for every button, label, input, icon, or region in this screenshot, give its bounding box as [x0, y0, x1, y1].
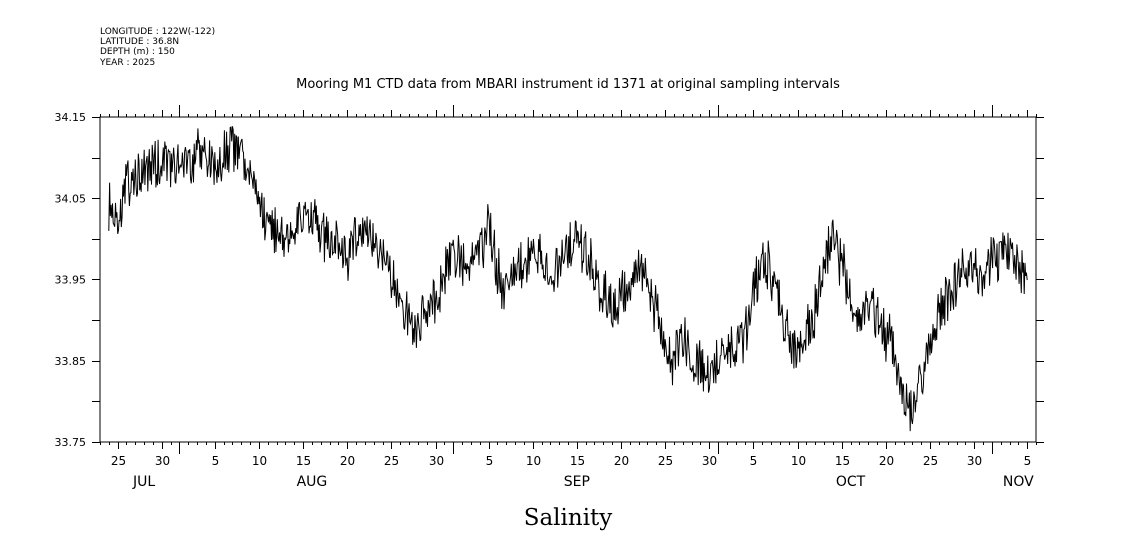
y-tick-label: 34.05 — [55, 192, 87, 205]
x-tick-label: 20 — [879, 454, 894, 468]
x-tick-label: 5 — [1024, 454, 1032, 468]
salinity-series-line — [108, 126, 1028, 432]
x-tick-label: 25 — [658, 454, 673, 468]
x-tick-label: 15 — [835, 454, 850, 468]
x-tick-label: 25 — [111, 454, 126, 468]
x-tick-label: 5 — [486, 454, 494, 468]
x-tick-label: 30 — [155, 454, 170, 468]
x-tick-label: 15 — [570, 454, 585, 468]
y-tick-label: 33.75 — [55, 436, 87, 449]
y-tick-label: 34.15 — [55, 111, 87, 124]
y-tick-label: 33.95 — [55, 274, 87, 287]
x-tick-label: 30 — [429, 454, 444, 468]
x-tick-label: 15 — [296, 454, 311, 468]
month-label: AUG — [297, 474, 328, 490]
chart-variable-label: Salinity — [523, 505, 613, 531]
x-tick-label: 20 — [340, 454, 355, 468]
y-tick-label: 33.85 — [55, 355, 87, 368]
x-tick-label: 5 — [212, 454, 220, 468]
metadata-block: LONGITUDE : 122W(-122) LATITUDE : 36.8N … — [100, 27, 215, 68]
x-tick-label: 30 — [967, 454, 982, 468]
month-label: NOV — [1003, 474, 1034, 490]
x-tick-label: 20 — [614, 454, 629, 468]
x-tick-label: 25 — [384, 454, 399, 468]
x-tick-label: 25 — [923, 454, 938, 468]
chart-plot: 33.75 33.85 33.95 34.05 34.15 25 30 5 10 15 20 25 30… — [55, 105, 1044, 490]
x-tick-label: 5 — [750, 454, 758, 468]
longitude-label: LONGITUDE : 122W(-122) — [100, 27, 216, 37]
x-tick-label: 10 — [526, 454, 541, 468]
latitude-label: LATITUDE : 36.8N — [100, 37, 180, 48]
x-tick-label: 10 — [252, 454, 267, 468]
month-label: OCT — [836, 474, 866, 490]
month-label: JUL — [132, 474, 155, 490]
chart-title: Mooring M1 CTD data from MBARI instrumen… — [296, 77, 840, 92]
x-tick-label: 30 — [702, 454, 717, 468]
x-tick-label: 10 — [791, 454, 806, 468]
depth-label: DEPTH (m) : 150 — [100, 47, 175, 58]
plot-frame — [99, 116, 1037, 443]
month-label: SEP — [564, 474, 590, 490]
year-label: YEAR : 2025 — [100, 57, 156, 68]
